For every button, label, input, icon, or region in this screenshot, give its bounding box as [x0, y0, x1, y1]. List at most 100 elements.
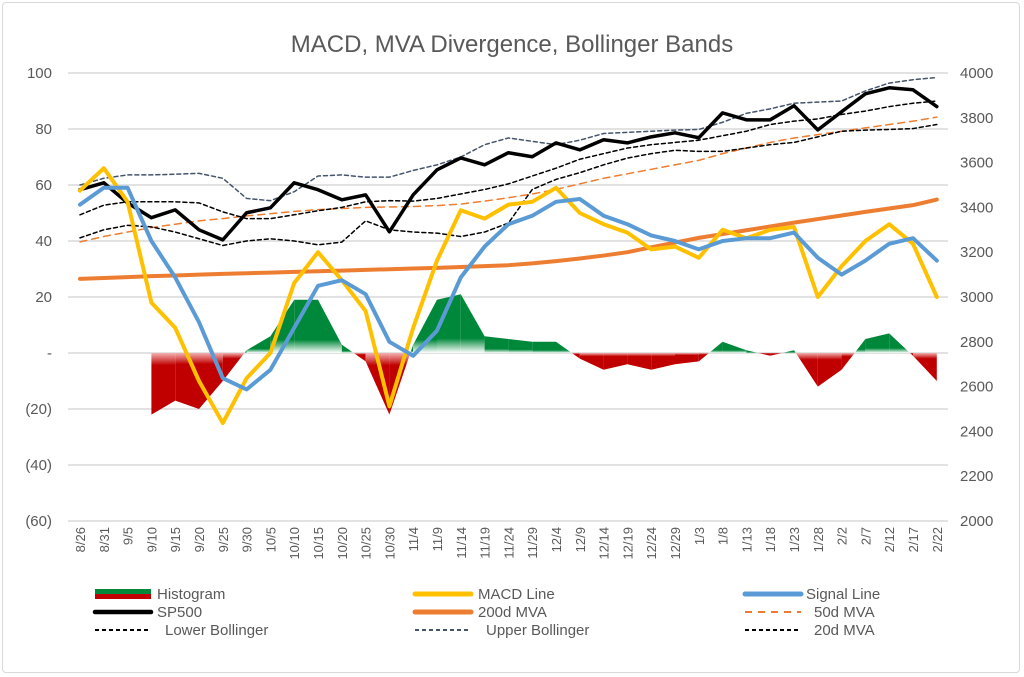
legend-item: 200d MVA	[412, 604, 547, 621]
series-line-signal-line	[78, 185, 939, 392]
left-axis-tick-label: 20	[35, 289, 52, 306]
histogram-bar	[532, 341, 556, 353]
x-axis-tick-label: 11/14	[454, 527, 469, 559]
left-axis-tick-label: 80	[35, 121, 52, 138]
x-axis-tick-label: 11/4	[406, 527, 421, 551]
x-axis-tick-label: 10/15	[311, 527, 326, 560]
legend-label: Lower Bollinger	[165, 622, 268, 639]
histogram-bar	[460, 294, 485, 353]
x-axis-tick-label: 10/25	[359, 527, 374, 560]
x-axis-tick-label: 11/24	[501, 527, 516, 559]
histogram-bar	[865, 333, 890, 353]
legend-label: 200d MVA	[478, 604, 547, 621]
histogram-bar	[556, 341, 572, 353]
histogram-bar	[627, 353, 652, 370]
x-axis-tick-label: 9/30	[240, 527, 255, 552]
legend-label: Upper Bollinger	[486, 622, 589, 639]
legend-label: SP500	[157, 604, 202, 621]
x-axis-tick-label: 11/19	[478, 527, 493, 559]
histogram-bar	[817, 353, 842, 387]
histogram-bar	[484, 336, 509, 353]
x-axis-tick-label: 9/10	[144, 527, 159, 552]
right-axis-tick-label: 2800	[960, 334, 993, 351]
x-axis-tick-label: 2/12	[882, 527, 897, 552]
histogram-bar	[709, 341, 723, 353]
legend-item: Upper Bollinger	[415, 622, 589, 639]
legend-item: Signal Line	[742, 586, 880, 603]
histogram-bar	[246, 336, 271, 353]
histogram-bar	[579, 353, 604, 370]
x-axis-tick-label: 8/26	[73, 527, 88, 552]
histogram-bar	[222, 353, 245, 381]
x-axis-tick-label: 1/13	[739, 527, 754, 552]
histogram-bar	[318, 299, 342, 353]
left-axis-tick-label: (20)	[25, 401, 52, 418]
histogram-bar	[782, 350, 794, 353]
x-axis-tick-label: 1/28	[811, 527, 826, 552]
histogram-bar	[294, 299, 318, 353]
legend-label: Signal Line	[806, 586, 880, 603]
right-axis-tick-label: 2000	[960, 513, 993, 530]
x-axis-tick-label: 10/10	[287, 527, 302, 560]
series-line-sp500	[78, 86, 939, 242]
x-axis-tick-label: 10/20	[335, 527, 350, 560]
x-axis-tick-label: 2/2	[835, 527, 850, 545]
legend-swatch-histogram	[95, 589, 151, 599]
x-axis-tick-label: 10/5	[263, 527, 278, 552]
x-axis-tick-label: 1/23	[787, 527, 802, 552]
histogram-bar	[841, 353, 855, 370]
right-axis-tick-label: 3200	[960, 244, 993, 261]
histogram-bar	[889, 333, 911, 353]
histogram-bar	[353, 353, 366, 362]
left-axis-tick-label: -	[47, 345, 52, 362]
series-line-20d-mva	[79, 100, 938, 220]
histogram-bar	[389, 353, 411, 415]
x-axis-tick-label: 2/7	[858, 527, 873, 545]
right-axis-tick-label: 3000	[960, 289, 993, 306]
legend-item: 50d MVA	[745, 604, 875, 621]
histogram-bar	[698, 353, 709, 362]
legend-label: 20d MVA	[814, 622, 875, 639]
legend-item: Histogram	[95, 586, 225, 603]
histogram-bar	[603, 353, 628, 370]
right-axis-tick-label: 2600	[960, 379, 993, 396]
histogram-bar	[151, 353, 176, 415]
histogram-bar	[910, 353, 913, 356]
histogram-bar	[365, 353, 390, 415]
histogram-bar	[651, 353, 675, 370]
legend-item: MACD Line	[412, 586, 555, 603]
right-axis-tick-label: 2400	[960, 423, 993, 440]
x-axis-tick-label: 12/24	[644, 527, 659, 560]
histogram-bar	[341, 344, 354, 353]
x-axis-tick-label: 9/5	[121, 527, 136, 545]
histogram-bar	[675, 353, 699, 365]
legend-item: 20d MVA	[745, 622, 875, 639]
right-axis-tick-label: 2200	[960, 468, 993, 485]
legend-item: SP500	[92, 604, 202, 621]
right-axis-tick-label: 3600	[960, 155, 993, 172]
histogram-bar	[795, 353, 818, 387]
x-axis-tick-label: 1/3	[692, 527, 707, 545]
legend-item: Lower Bollinger	[95, 622, 268, 639]
x-axis-tick-label: 1/8	[716, 527, 731, 545]
chart-title: MACD, MVA Divergence, Bollinger Bands	[291, 31, 733, 58]
x-axis-tick-label: 1/18	[763, 527, 778, 552]
x-axis-tick-label: 12/19	[620, 527, 635, 560]
histogram-bar	[722, 341, 747, 353]
histogram-bar	[758, 353, 771, 356]
histogram-bar	[770, 353, 783, 356]
left-axis-tick-label: (60)	[25, 513, 52, 530]
x-axis-tick-label: 2/22	[930, 527, 945, 552]
x-axis-tick-label: 2/17	[906, 527, 921, 552]
x-axis-tick-label: 9/25	[216, 527, 231, 552]
histogram-bar	[571, 353, 580, 359]
right-axis-tick-label: 3800	[960, 110, 993, 127]
left-axis-tick-label: 40	[35, 233, 52, 250]
series-line-50d-mva	[79, 116, 938, 243]
histogram-bar	[508, 339, 533, 353]
histogram-bar	[854, 339, 866, 353]
series-line-200d-mva	[78, 197, 939, 281]
x-axis-tick-label: 12/14	[597, 527, 612, 560]
